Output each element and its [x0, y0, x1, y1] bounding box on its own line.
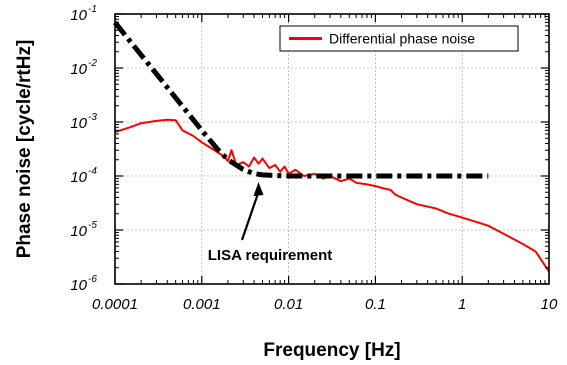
y-tick-label: 10 [70, 115, 87, 132]
lisa-requirement-annotation: LISA requirement [208, 182, 332, 264]
y-tick-label: 10 [70, 223, 87, 240]
y-tick-exponent: -3 [88, 112, 97, 123]
x-tick-label: 0.1 [365, 296, 386, 313]
y-tick-exponent: -2 [88, 58, 97, 69]
x-tick-label: 0.0001 [92, 296, 138, 313]
x-tick-label: 0.001 [183, 296, 221, 313]
y-axis-title: Phase noise [cycle/rtHz] [14, 40, 35, 259]
axis-ticks [114, 13, 550, 285]
plot-frame [114, 13, 550, 285]
annotation-arrow-head [253, 182, 264, 196]
annotation-label: LISA requirement [208, 247, 332, 264]
y-tick-label: 10 [70, 277, 87, 294]
x-tick-label: 0.01 [274, 296, 303, 313]
y-tick-label: 10 [70, 61, 87, 78]
y-tick-label: 10 [70, 7, 87, 24]
annotation-arrow [240, 191, 260, 241]
y-tick-exponent: -5 [88, 220, 97, 231]
x-tick-label: 1 [458, 296, 466, 313]
series-lines [113, 20, 550, 273]
legend-label-differential-phase-noise: Differential phase noise [329, 31, 475, 47]
y-tick-exponent: -4 [88, 166, 97, 177]
x-tick-label: 10 [541, 296, 558, 313]
y-tick-label: 10 [70, 169, 87, 186]
y-tick-exponent: -1 [88, 4, 97, 15]
y-tick-exponent: -6 [88, 274, 97, 285]
x-axis-title: Frequency [Hz] [263, 340, 400, 361]
legend: Differential phase noise [279, 25, 519, 52]
series-line-differential-phase-noise [114, 118, 550, 273]
